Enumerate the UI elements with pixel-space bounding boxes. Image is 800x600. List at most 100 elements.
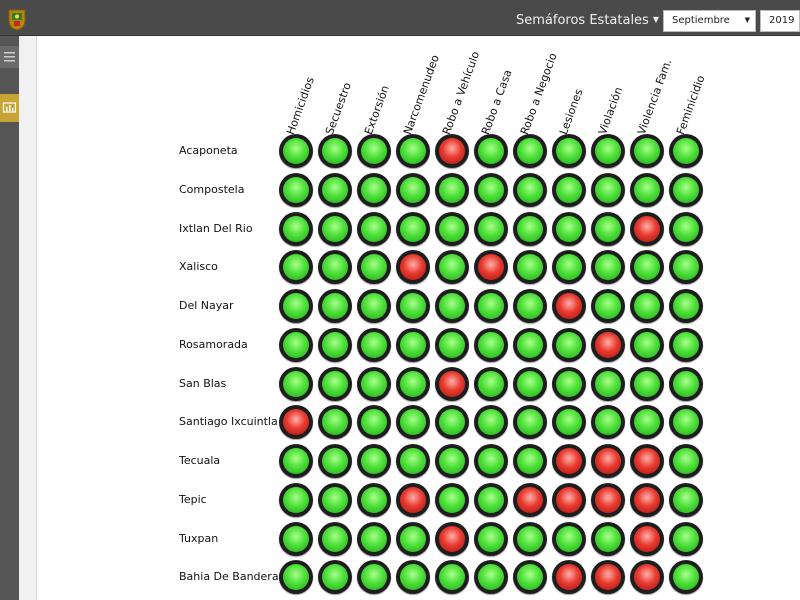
traffic-light-green[interactable] [630, 134, 664, 168]
traffic-light-green[interactable] [279, 560, 313, 595]
traffic-light-red[interactable] [474, 250, 508, 285]
traffic-light-green[interactable] [474, 521, 508, 556]
traffic-light-green[interactable] [318, 521, 352, 556]
traffic-light-green[interactable] [513, 172, 547, 207]
traffic-light-green[interactable] [552, 366, 586, 401]
traffic-light-green[interactable] [357, 327, 391, 362]
traffic-light-green[interactable] [435, 482, 469, 517]
traffic-light-red[interactable] [591, 482, 625, 517]
traffic-light-green[interactable] [630, 366, 664, 401]
traffic-light-green[interactable] [513, 327, 547, 362]
traffic-light-green[interactable] [591, 250, 625, 285]
traffic-light-green[interactable] [318, 289, 352, 323]
traffic-light-green[interactable] [630, 172, 664, 207]
traffic-light-green[interactable] [318, 482, 352, 517]
traffic-light-green[interactable] [318, 172, 352, 207]
traffic-light-green[interactable] [513, 211, 547, 246]
traffic-light-green[interactable] [279, 289, 313, 323]
traffic-light-green[interactable] [669, 482, 703, 517]
traffic-light-green[interactable] [357, 250, 391, 285]
traffic-light-green[interactable] [552, 211, 586, 246]
traffic-light-green[interactable] [435, 250, 469, 285]
traffic-light-green[interactable] [669, 289, 703, 323]
traffic-light-green[interactable] [669, 211, 703, 246]
traffic-light-green[interactable] [552, 521, 586, 556]
traffic-light-green[interactable] [591, 366, 625, 401]
traffic-light-green[interactable] [513, 134, 547, 168]
traffic-light-red[interactable] [552, 444, 586, 478]
traffic-light-green[interactable] [552, 250, 586, 285]
traffic-light-green[interactable] [669, 444, 703, 478]
traffic-light-green[interactable] [435, 289, 469, 323]
traffic-light-red[interactable] [435, 366, 469, 401]
traffic-light-green[interactable] [669, 560, 703, 595]
traffic-light-green[interactable] [279, 327, 313, 362]
traffic-light-green[interactable] [630, 327, 664, 362]
traffic-light-red[interactable] [591, 560, 625, 595]
year-input[interactable]: 2019 [760, 10, 800, 32]
traffic-light-green[interactable] [513, 521, 547, 556]
traffic-light-green[interactable] [435, 211, 469, 246]
traffic-light-red[interactable] [552, 560, 586, 595]
traffic-light-green[interactable] [474, 172, 508, 207]
traffic-light-green[interactable] [279, 250, 313, 285]
traffic-light-green[interactable] [318, 211, 352, 246]
traffic-light-green[interactable] [318, 366, 352, 401]
traffic-light-green[interactable] [591, 405, 625, 440]
traffic-light-red[interactable] [630, 444, 664, 478]
traffic-light-green[interactable] [396, 211, 430, 246]
traffic-light-green[interactable] [279, 172, 313, 207]
traffic-light-green[interactable] [513, 366, 547, 401]
traffic-light-green[interactable] [669, 134, 703, 168]
traffic-light-green[interactable] [396, 444, 430, 478]
traffic-light-green[interactable] [318, 250, 352, 285]
traffic-light-green[interactable] [435, 560, 469, 595]
traffic-light-green[interactable] [279, 134, 313, 168]
traffic-light-green[interactable] [474, 444, 508, 478]
traffic-light-green[interactable] [552, 327, 586, 362]
traffic-light-red[interactable] [591, 444, 625, 478]
traffic-light-green[interactable] [630, 250, 664, 285]
traffic-light-green[interactable] [396, 405, 430, 440]
traffic-light-green[interactable] [513, 289, 547, 323]
traffic-light-green[interactable] [396, 172, 430, 207]
traffic-light-red[interactable] [630, 560, 664, 595]
app-title-dropdown[interactable]: Semáforos Estatales ▼ [516, 13, 659, 28]
traffic-light-green[interactable] [279, 482, 313, 517]
traffic-light-green[interactable] [396, 366, 430, 401]
traffic-light-green[interactable] [396, 134, 430, 168]
traffic-light-green[interactable] [279, 366, 313, 401]
traffic-light-green[interactable] [435, 172, 469, 207]
sidebar-item-charts[interactable] [0, 94, 19, 122]
traffic-light-green[interactable] [669, 327, 703, 362]
traffic-light-green[interactable] [318, 134, 352, 168]
traffic-light-red[interactable] [630, 521, 664, 556]
traffic-light-green[interactable] [513, 405, 547, 440]
sidebar-menu-button[interactable] [0, 46, 19, 68]
traffic-light-green[interactable] [396, 560, 430, 595]
traffic-light-green[interactable] [396, 327, 430, 362]
traffic-light-red[interactable] [435, 134, 469, 168]
traffic-light-green[interactable] [552, 134, 586, 168]
traffic-light-green[interactable] [435, 444, 469, 478]
traffic-light-green[interactable] [552, 172, 586, 207]
traffic-light-green[interactable] [513, 560, 547, 595]
traffic-light-green[interactable] [474, 366, 508, 401]
traffic-light-green[interactable] [357, 172, 391, 207]
traffic-light-green[interactable] [630, 405, 664, 440]
traffic-light-red[interactable] [396, 482, 430, 517]
traffic-light-red[interactable] [630, 211, 664, 246]
traffic-light-green[interactable] [318, 444, 352, 478]
traffic-light-green[interactable] [513, 250, 547, 285]
month-select[interactable]: Septiembre ▼ [663, 10, 756, 32]
traffic-light-green[interactable] [474, 211, 508, 246]
traffic-light-green[interactable] [630, 289, 664, 323]
traffic-light-green[interactable] [357, 560, 391, 595]
traffic-light-green[interactable] [396, 521, 430, 556]
traffic-light-green[interactable] [474, 134, 508, 168]
traffic-light-green[interactable] [357, 366, 391, 401]
traffic-light-green[interactable] [357, 405, 391, 440]
traffic-light-green[interactable] [474, 289, 508, 323]
traffic-light-green[interactable] [318, 405, 352, 440]
traffic-light-green[interactable] [669, 366, 703, 401]
